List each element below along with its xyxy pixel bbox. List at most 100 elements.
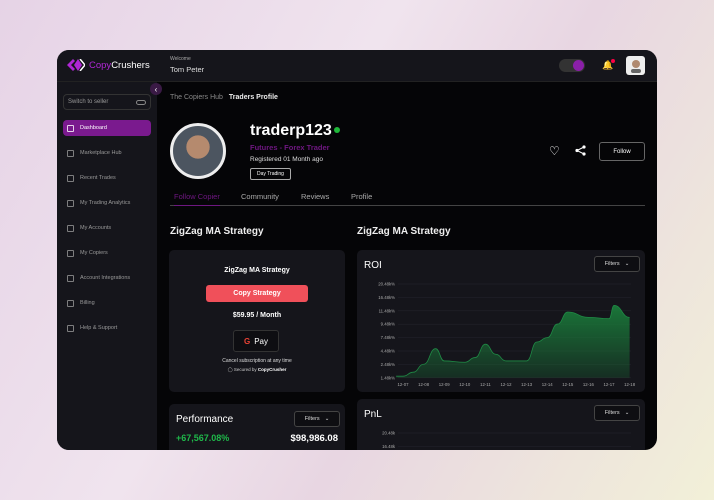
notification-dot [611,59,616,63]
lock-icon: ◯ [227,367,234,372]
sidebar: Switch to seller Dashboard Marketplace Hu… [57,82,157,450]
toggle-icon [136,100,146,105]
filters-label: Filters [604,410,620,416]
sidebar-item-dashboard[interactable]: Dashboard [63,120,151,136]
card-icon [67,299,74,307]
sidebar-item-label: Billing [80,300,95,306]
copy-strategy-button[interactable]: Copy Strategy [206,285,308,302]
switch-label: Switch to seller [68,99,109,105]
heart-icon[interactable]: ♡ [549,144,560,158]
brand-part1: Copy [89,59,112,71]
y-tick-label: 16.48k [382,444,396,449]
x-tick-label: 12-11 [480,382,491,387]
app-window: CopyCrushers Welcome Tom Peter 🔔 Switch … [57,50,657,450]
x-tick-label: 12-09 [439,382,451,387]
sidebar-item-label: Marketplace Hub [80,150,122,156]
tab-reviews[interactable]: Reviews [301,192,330,201]
chevron-down-icon: ⌄ [624,410,630,416]
follow-button[interactable]: Follow [599,142,645,161]
sidebar-item-account-integrations[interactable]: Account Integrations [63,270,151,286]
history-icon [67,174,74,182]
pnl-chart: 20.48k 16.48k [382,431,631,449]
performance-filters-button[interactable]: Filters ⌄ [294,411,340,427]
sidebar-item-label: Account Integrations [80,275,131,281]
x-tick-label: 12-12 [501,382,513,387]
sidebar-item-label: Help & Support [80,325,118,331]
headset-icon [67,324,74,332]
breadcrumb: The Copiers Hub Traders Profile [170,94,278,101]
x-tick-label: 12-13 [521,382,533,387]
pnl-title: PnL [364,409,382,420]
price: $59.95 / Month [232,312,282,319]
secured-brand: CopyCrusher [257,367,287,372]
breadcrumb-parent[interactable]: The Copiers Hub [170,94,223,101]
brand-part2: Crushers [111,59,150,71]
y-tick-label: 16.48k% [378,295,395,300]
grid-icon [67,124,74,132]
roi-chart: 20.48k% 16.48k% 11.48k% 9.48k% 7.48k% 4.48k% 2… [378,282,636,387]
secured-note: ◯ Secured by CopyCrusher [169,367,345,373]
profile-role: Futures - Forex Trader [250,143,330,152]
y-tick-label: 9.48k% [381,322,396,327]
x-tick-label: 12-14 [542,382,554,387]
welcome-label: Welcome [170,56,191,62]
y-tick-label: 20.48k [382,431,396,436]
sidebar-item-help-support[interactable]: Help & Support [63,320,151,336]
logo-icon [67,59,85,71]
google-icon: G [243,336,251,346]
breadcrumb-current: Traders Profile [228,94,278,101]
accounts-icon [67,224,74,232]
sidebar-item-billing[interactable]: Billing [63,295,151,311]
analytics-icon [67,199,74,207]
performance-amount: $98,986.08 [290,433,338,444]
collapse-sidebar-button[interactable]: ‹ [150,83,162,95]
sidebar-item-my-trading-analytics[interactable]: My Trading Analytics [63,195,151,211]
moon-icon [573,60,584,71]
roi-chart-card: ROI Filters ⌄ 20.48k% 16.48k% 11.48k% 9.48k%… [357,250,645,392]
sidebar-item-label: My Trading Analytics [80,200,131,206]
chevron-down-icon: ⌄ [624,261,630,267]
y-tick-label: 7.48k% [381,335,396,340]
sidebar-item-label: Dashboard [80,125,107,131]
user-name: Tom Peter [170,65,205,74]
secured-prefix: Secured by [233,367,258,372]
sidebar-item-marketplace-hub[interactable]: Marketplace Hub [63,145,151,161]
logo[interactable]: CopyCrushers [67,59,150,71]
sidebar-item-my-accounts[interactable]: My Accounts [63,220,151,236]
top-header: CopyCrushers Welcome Tom Peter 🔔 [57,50,657,82]
roi-area [396,305,630,378]
online-status-icon [334,127,340,133]
x-tick-label: 12-18 [624,382,636,387]
copy-icon [67,249,74,257]
performance-title: Performance [176,414,234,425]
sidebar-item-label: My Accounts [80,225,112,231]
sidebar-item-my-copiers[interactable]: My Copiers [63,245,151,261]
charts-heading: ZigZag MA Strategy [357,226,451,237]
y-tick-label: 1.48k% [381,375,396,380]
cancel-note: Cancel subscription at any time [222,358,292,364]
performance-card: Performance Filters ⌄ +67,567.08% $98,986… [169,404,345,450]
theme-toggle[interactable] [559,59,585,72]
switch-to-seller-toggle[interactable]: Switch to seller [63,94,151,110]
tab-follow-copier[interactable]: Follow Copier [174,192,220,206]
chevron-down-icon: ⌄ [324,416,330,422]
share-icon[interactable] [575,145,586,159]
x-tick-label: 12-10 [459,382,471,387]
user-avatar[interactable] [626,56,645,75]
google-pay-button[interactable]: G Pay [233,330,279,352]
performance-gain: +67,567.08% [176,433,230,443]
y-tick-label: 4.48k% [381,349,396,354]
x-tick-label: 12-16 [583,382,595,387]
profile-username: traderp123 [250,122,332,139]
card-title: ZigZag MA Strategy [224,267,290,274]
profile-photo [170,123,226,179]
tab-profile[interactable]: Profile [351,192,373,201]
pnl-filters-button[interactable]: Filters ⌄ [594,405,640,421]
roi-line [396,304,630,377]
notification-bell-icon[interactable]: 🔔 [602,59,616,70]
store-icon [67,149,74,157]
sidebar-item-recent-trades[interactable]: Recent Trades [63,170,151,186]
tab-community[interactable]: Community [241,192,279,201]
roi-filters-button[interactable]: Filters ⌄ [594,256,640,272]
x-tick-label: 12-08 [418,382,430,387]
